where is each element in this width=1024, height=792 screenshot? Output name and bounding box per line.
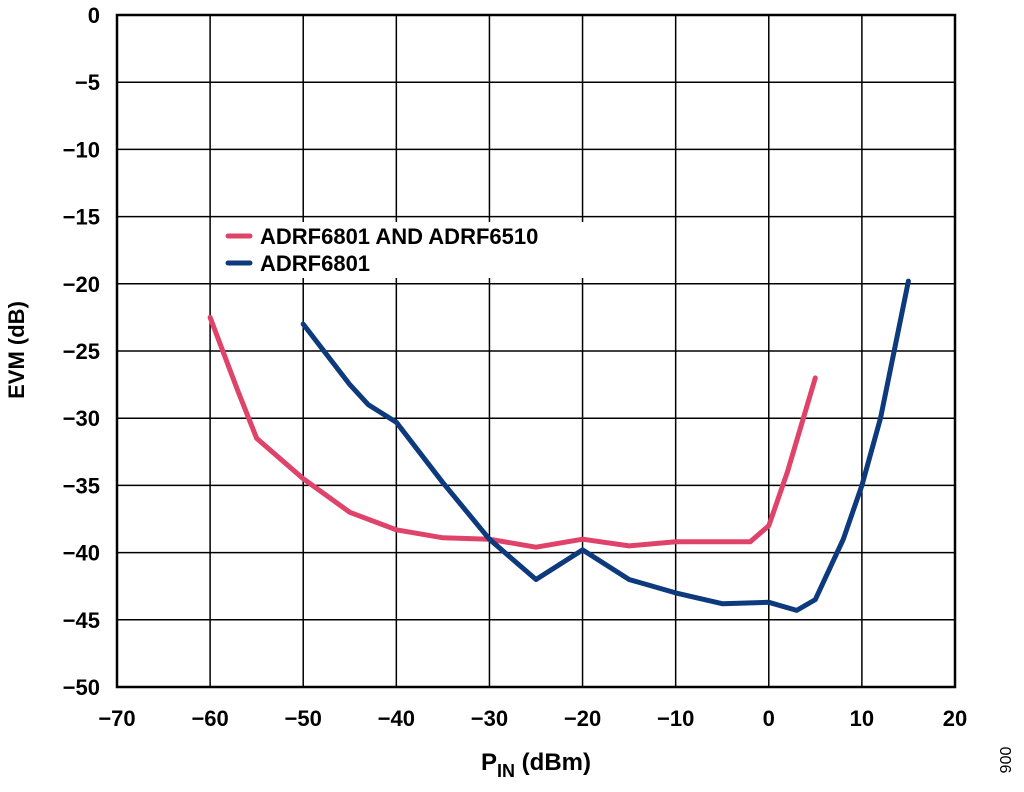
figure-id: 006 bbox=[996, 747, 1013, 774]
series-line bbox=[207, 314, 818, 550]
legend-label: ADRF6801 AND ADRF6510 bbox=[260, 224, 538, 249]
y-axis-label: EVM (dB) bbox=[4, 301, 29, 399]
y-tick-label: −50 bbox=[63, 675, 100, 700]
x-tick-label: −50 bbox=[285, 706, 322, 731]
x-tick-label: 20 bbox=[943, 706, 967, 731]
x-tick-label: 10 bbox=[850, 706, 874, 731]
y-tick-label: −30 bbox=[63, 406, 100, 431]
x-axis-label-subscript: IN bbox=[497, 761, 515, 781]
x-axis-label-main: P bbox=[481, 749, 497, 776]
x-tick-label: −30 bbox=[471, 706, 508, 731]
x-tick-label: 0 bbox=[763, 706, 775, 731]
x-axis-label-unit: (dBm) bbox=[515, 749, 591, 776]
y-tick-label: −20 bbox=[63, 272, 100, 297]
y-tick-label: −25 bbox=[63, 339, 100, 364]
plot-frame bbox=[115, 13, 957, 689]
legend-label: ADRF6801 bbox=[260, 251, 370, 276]
y-tick-label: −15 bbox=[63, 205, 100, 230]
x-tick-label: −10 bbox=[657, 706, 694, 731]
series-line bbox=[300, 278, 911, 613]
legend-background bbox=[222, 222, 602, 278]
x-tick-label: −70 bbox=[98, 706, 135, 731]
y-tick-label: −5 bbox=[75, 70, 100, 95]
x-axis-label: PIN (dBm) bbox=[481, 749, 591, 781]
y-tick-label: 0 bbox=[88, 3, 100, 28]
x-tick-label: −20 bbox=[564, 706, 601, 731]
y-tick-label: −35 bbox=[63, 473, 100, 498]
y-tick-label: −45 bbox=[63, 608, 100, 633]
y-tick-label: −40 bbox=[63, 541, 100, 566]
x-tick-label: −60 bbox=[191, 706, 228, 731]
y-tick-label: −10 bbox=[63, 137, 100, 162]
x-tick-label: −40 bbox=[378, 706, 415, 731]
